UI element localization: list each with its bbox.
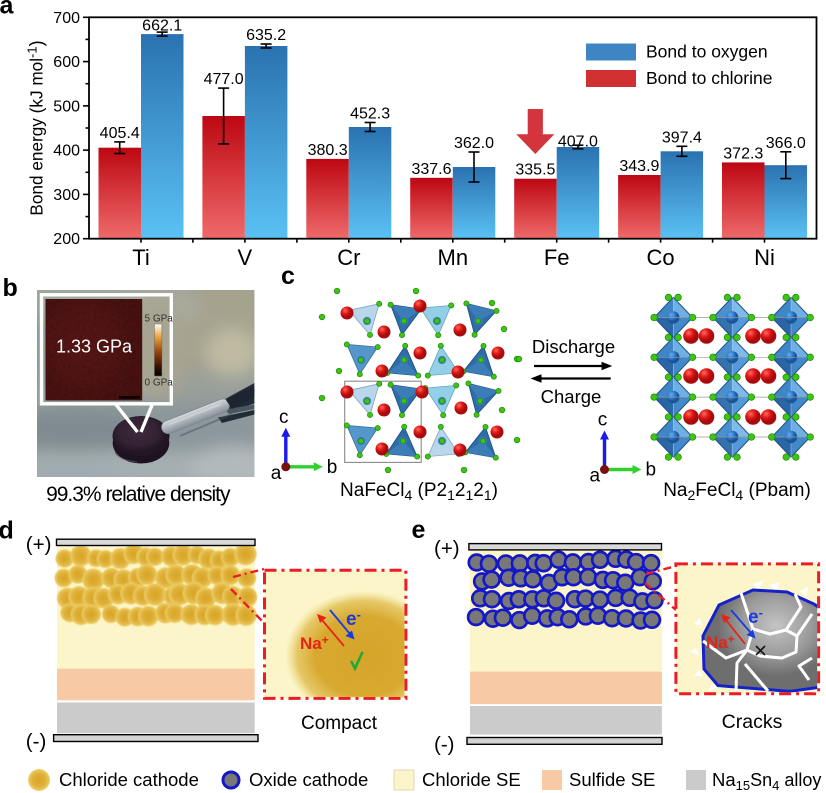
svg-text:Chloride cathode: Chloride cathode: [59, 769, 199, 790]
svg-text:362.0: 362.0: [454, 135, 494, 152]
svg-text:b: b: [646, 460, 657, 481]
svg-text:(+): (+): [26, 533, 52, 556]
svg-text:Discharge: Discharge: [532, 336, 615, 357]
svg-text:Cracks: Cracks: [722, 711, 783, 733]
svg-text:e: e: [412, 516, 426, 544]
svg-text:1.33 GPa: 1.33 GPa: [56, 337, 133, 357]
svg-text:405.4: 405.4: [100, 125, 140, 142]
svg-text:662.1: 662.1: [142, 17, 182, 34]
svg-text:Bond to chlorine: Bond to chlorine: [646, 68, 772, 88]
svg-text:372.3: 372.3: [723, 145, 763, 162]
svg-text:d: d: [0, 517, 14, 545]
svg-text:Na15Sn4 alloy: Na15Sn4 alloy: [712, 769, 821, 793]
svg-text:Fe: Fe: [544, 245, 570, 270]
svg-text:Co: Co: [647, 245, 675, 270]
svg-text:(-): (-): [26, 730, 46, 753]
svg-text:Na+: Na+: [300, 633, 329, 653]
svg-text:a: a: [0, 0, 15, 19]
svg-text:c: c: [598, 410, 608, 431]
svg-text:NaFeCl4 (P212121): NaFeCl4 (P212121): [340, 480, 498, 503]
svg-text:400: 400: [53, 143, 80, 160]
svg-text:366.0: 366.0: [766, 135, 806, 152]
svg-text:Bond energy (kJ mol-1): Bond energy (kJ mol-1): [25, 40, 47, 215]
svg-text:Oxide cathode: Oxide cathode: [249, 769, 368, 790]
svg-text:c: c: [281, 262, 295, 290]
svg-text:Cr: Cr: [337, 245, 360, 270]
svg-text:335.5: 335.5: [515, 162, 555, 179]
svg-text:397.4: 397.4: [662, 129, 702, 146]
svg-text:407.0: 407.0: [558, 133, 598, 150]
svg-text:700: 700: [53, 10, 80, 27]
svg-text:Compact: Compact: [301, 713, 378, 734]
svg-text:635.2: 635.2: [246, 27, 286, 44]
svg-text:c: c: [279, 407, 289, 428]
svg-text:a: a: [590, 466, 601, 487]
svg-text:a: a: [271, 463, 282, 484]
svg-text:99.3% relative density: 99.3% relative density: [46, 483, 231, 506]
svg-text:Charge: Charge: [541, 386, 602, 407]
svg-text:(+): (+): [434, 537, 460, 560]
svg-text:477.0: 477.0: [204, 71, 244, 88]
svg-text:Mn: Mn: [438, 245, 469, 270]
svg-text:0 GPa: 0 GPa: [145, 378, 174, 389]
svg-text:Ni: Ni: [754, 245, 775, 270]
svg-text:452.3: 452.3: [350, 106, 390, 123]
svg-text:500: 500: [53, 98, 80, 115]
svg-text:337.6: 337.6: [411, 161, 451, 178]
svg-text:300: 300: [53, 187, 80, 204]
svg-text:600: 600: [53, 54, 80, 71]
svg-text:b: b: [3, 274, 18, 302]
svg-text:(-): (-): [434, 733, 454, 756]
svg-text:380.3: 380.3: [308, 142, 348, 159]
svg-text:Bond to oxygen: Bond to oxygen: [646, 42, 768, 62]
svg-text:V: V: [238, 245, 253, 270]
svg-text:Na2FeCl4 (Pbam): Na2FeCl4 (Pbam): [663, 480, 811, 503]
svg-text:Ti: Ti: [132, 245, 150, 270]
svg-text:Na+: Na+: [706, 632, 735, 652]
svg-text:200: 200: [53, 231, 80, 248]
svg-text:b: b: [327, 457, 338, 478]
svg-text:5 GPa: 5 GPa: [145, 314, 174, 325]
svg-text:343.9: 343.9: [619, 158, 659, 175]
svg-text:Sulfide SE: Sulfide SE: [569, 769, 655, 790]
svg-text:Chloride SE: Chloride SE: [422, 769, 521, 790]
